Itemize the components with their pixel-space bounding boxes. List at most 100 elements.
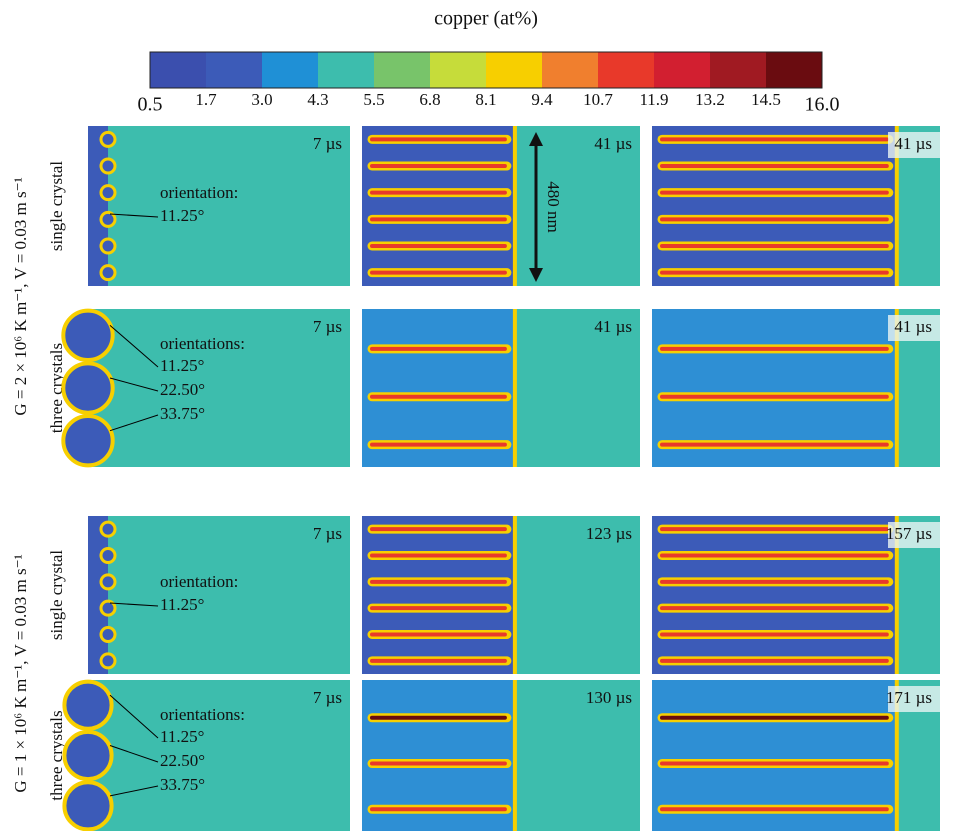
cell-tip: [99, 264, 117, 282]
panel: 7 µs: [88, 516, 350, 674]
colorbar-segment: [206, 52, 263, 88]
panel-bg: [88, 309, 350, 467]
leader-line: [109, 602, 159, 607]
time-label: 7 µs: [313, 688, 342, 707]
leader-line: [109, 745, 159, 763]
cell-tip: [99, 652, 117, 670]
panel: 7 µs: [62, 679, 350, 831]
time-label: 130 µs: [586, 688, 632, 707]
time-bg: [888, 522, 940, 548]
time-label: 7 µs: [313, 524, 342, 543]
cell-tip: [99, 599, 117, 617]
panel: 41 µs: [362, 309, 640, 467]
colorbar-tick-label: 6.8: [419, 90, 440, 109]
orientation-angle: 11.25°: [160, 595, 204, 614]
panel: 171 µs: [652, 680, 940, 831]
colorbar-segment: [430, 52, 487, 88]
time-label: 171 µs: [886, 688, 932, 707]
colorbar-segment: [150, 52, 207, 88]
leader-line: [109, 785, 159, 797]
cell-tip: [99, 130, 117, 148]
solid: [88, 516, 108, 674]
cell-tip: [99, 520, 117, 538]
colorbar-segment: [710, 52, 767, 88]
leader-line: [109, 414, 159, 432]
colorbar-tick-label: 3.0: [251, 90, 272, 109]
panel: 123 µs: [362, 516, 640, 674]
colorbar-segment: [598, 52, 655, 88]
colorbar-tick-label: 1.7: [195, 90, 217, 109]
grain: [62, 679, 114, 731]
time-label: 123 µs: [586, 524, 632, 543]
time-bg: [888, 132, 940, 158]
colorbar-tick-label: 11.9: [639, 90, 668, 109]
solid: [362, 516, 515, 674]
row-label: single crystal: [47, 550, 66, 640]
time-label: 157 µs: [886, 524, 932, 543]
colorbar-segment: [766, 52, 823, 88]
time-label: 7 µs: [313, 317, 342, 336]
cell-tip: [99, 573, 117, 591]
panel: 41 µs: [362, 126, 640, 286]
orientation-angle: 11.25°: [160, 206, 204, 225]
colorbar-segment: [374, 52, 431, 88]
colorbar-tick-label: 0.5: [138, 94, 163, 116]
colorbar-tick-label: 16.0: [805, 94, 840, 116]
colorbar-segment: [262, 52, 319, 88]
row-label: three crystals: [47, 710, 66, 800]
grain: [62, 729, 114, 782]
time-label: 41 µs: [594, 317, 632, 336]
colorbar-tick-label: 8.1: [475, 90, 496, 109]
solid: [652, 516, 897, 674]
panel: 41 µs: [652, 309, 940, 467]
row-label: three crystals: [47, 343, 66, 433]
annotation-title: orientations:: [160, 334, 245, 353]
colorbar-segment: [654, 52, 711, 88]
scale-arrow: [529, 132, 543, 146]
scale-label: 480 nm: [544, 181, 563, 232]
leader-line: [109, 377, 159, 392]
time-label: 41 µs: [894, 134, 932, 153]
colorbar-tick-label: 4.3: [307, 90, 328, 109]
colorbar-tick-label: 13.2: [695, 90, 725, 109]
time-bg: [888, 686, 940, 712]
grain: [61, 413, 115, 468]
colorbar-frame: [149, 51, 823, 89]
orientation-angle: 22.50°: [160, 751, 205, 770]
colorbar-tick-label: 9.4: [531, 90, 553, 109]
panel-bg: [88, 126, 350, 286]
orientation-angle: 33.75°: [160, 775, 205, 794]
cell-tip: [99, 237, 117, 255]
colorbar-segment: [318, 52, 375, 88]
panel: 7 µs: [88, 126, 350, 286]
time-label: 41 µs: [894, 317, 932, 336]
time-label: 7 µs: [313, 134, 342, 153]
orientation-angle: 22.50°: [160, 380, 205, 399]
annotation-title: orientations:: [160, 705, 245, 724]
cell-tip: [99, 626, 117, 643]
colorbar-title: copper (at%): [434, 8, 538, 30]
panel: 157 µs: [652, 516, 940, 674]
annotation-title: orientation:: [160, 572, 238, 591]
cell-tip: [99, 547, 117, 564]
grain: [61, 361, 115, 415]
cell-tip: [99, 157, 117, 175]
orientation-angle: 11.25°: [160, 356, 204, 375]
solid: [652, 126, 897, 286]
panel: 41 µs: [652, 126, 940, 286]
annotation-title: orientation:: [160, 183, 238, 202]
leader-line: [109, 694, 159, 739]
cell-tip: [99, 210, 117, 228]
panel-bg: [88, 680, 350, 831]
scale-arrow: [529, 268, 543, 282]
solid: [362, 126, 515, 286]
cell-tip: [99, 184, 117, 202]
group-label: G = 1 × 10⁶ K m⁻¹, V = 0.03 m s⁻¹: [11, 554, 30, 792]
leader-line: [109, 213, 159, 218]
colorbar-segment: [542, 52, 599, 88]
panel: 7 µs: [61, 308, 350, 468]
colorbar-segment: [486, 52, 543, 88]
time-bg: [888, 315, 940, 341]
colorbar-tick-label: 14.5: [751, 90, 781, 109]
